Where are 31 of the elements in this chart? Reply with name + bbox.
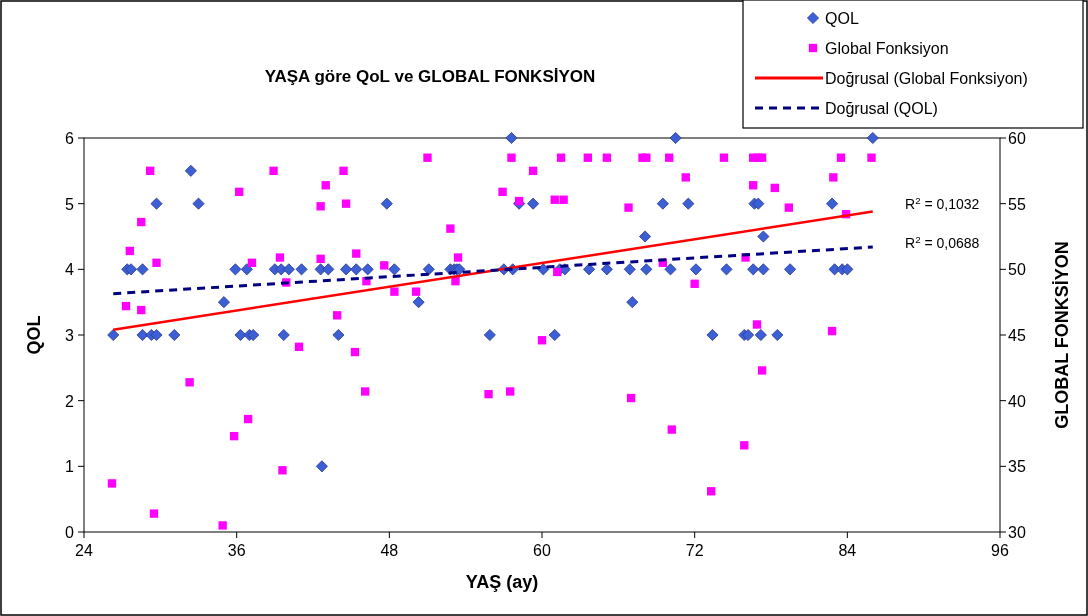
x-tick-label: 72 <box>685 542 704 559</box>
x-tick-label: 24 <box>75 542 93 559</box>
chart-title: YAŞA göre QoL ve GLOBAL FONKSİYON <box>264 67 596 86</box>
y2-tick-label: 60 <box>1008 130 1026 147</box>
y-axis-title: QOL <box>24 315 44 355</box>
y2-tick-label: 55 <box>1008 195 1026 213</box>
legend-label: Doğrusal (QOL) <box>825 100 938 117</box>
y-tick-label: 4 <box>65 261 75 279</box>
y-tick-label: 1 <box>65 458 75 476</box>
y2-axis-title: GLOBAL FONKSİYON <box>1052 241 1072 429</box>
y-tick-label: 5 <box>65 195 75 213</box>
y-tick-label: 0 <box>65 524 75 541</box>
x-tick-label: 96 <box>991 542 1009 559</box>
legend-label: Doğrusal (Global Fonksiyon) <box>825 70 1028 87</box>
y-tick-label: 2 <box>65 392 75 410</box>
legend-label: Global Fonksiyon <box>825 40 949 57</box>
y2-tick-label: 30 <box>1008 524 1026 541</box>
x-tick-label: 48 <box>380 542 399 559</box>
y2-tick-label: 45 <box>1008 327 1026 344</box>
x-tick-label: 36 <box>227 542 246 559</box>
y2-tick-label: 35 <box>1008 458 1026 476</box>
x-tick-label: 60 <box>533 542 551 559</box>
annotation: R$^{2}$ = 0,1032 <box>905 194 980 212</box>
y2-tick-label: 50 <box>1008 261 1026 279</box>
x-tick-label: 84 <box>838 542 857 559</box>
y-tick-label: 3 <box>65 327 75 344</box>
x-axis-title: YAŞ (ay) <box>465 572 539 592</box>
y2-tick-label: 40 <box>1008 392 1026 410</box>
legend-label: QOL <box>825 10 859 27</box>
annotation: R$^{2}$ = 0,0688 <box>905 233 980 251</box>
y-tick-label: 6 <box>65 130 75 147</box>
